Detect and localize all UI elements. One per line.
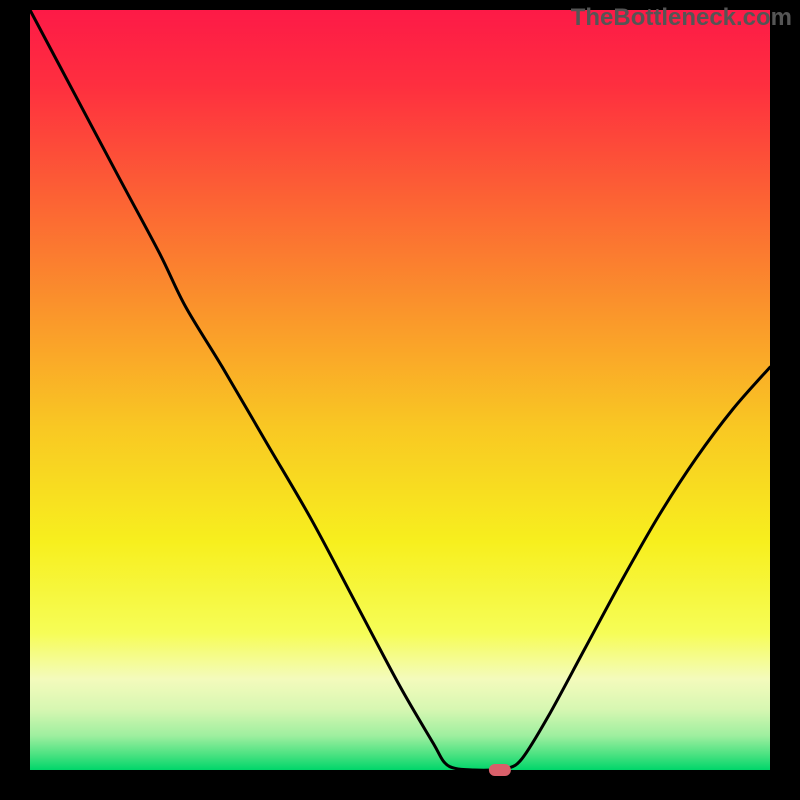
chart-svg (0, 0, 800, 800)
bottleneck-chart: TheBottleneck.com (0, 0, 800, 800)
watermark-text: TheBottleneck.com (571, 4, 792, 32)
gradient-background (30, 10, 770, 770)
optimal-marker (489, 764, 511, 776)
